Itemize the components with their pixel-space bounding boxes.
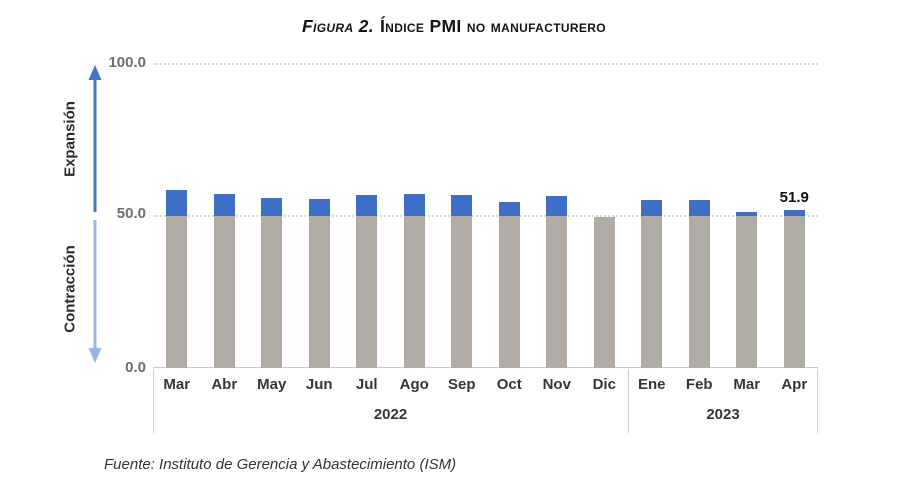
bar — [451, 195, 473, 368]
bar-segment-expansion — [213, 193, 235, 216]
expansion-label: Expansión — [61, 101, 79, 177]
bar — [308, 199, 330, 368]
bar-segment-expansion — [261, 197, 283, 216]
bar-slot-nov-8 — [533, 63, 581, 368]
bar-slot-oct-7 — [486, 63, 534, 368]
bar-segment-base — [546, 215, 568, 368]
bar-segment-base — [593, 216, 615, 368]
bar-segment-base — [166, 215, 188, 368]
x-tick-oct-7: Oct — [496, 376, 522, 393]
gridline-50 — [153, 215, 818, 217]
bar-segment-expansion — [688, 199, 710, 216]
bar — [641, 199, 663, 368]
bar-segment-expansion — [641, 199, 663, 216]
bar-slot-ago-5 — [391, 63, 439, 368]
x-tick-jun-3: Jun — [305, 376, 333, 393]
x-tick-may-2: May — [257, 376, 287, 393]
x-tick-ago-5: Ago — [399, 376, 429, 393]
bar — [261, 197, 283, 368]
plot-area: 51.9 — [153, 63, 818, 368]
bar-segment-base — [736, 215, 758, 368]
chart-title: Figura 2. Índice PMI no manufacturero — [0, 16, 908, 37]
x-tick-jul-4: Jul — [355, 376, 378, 393]
chart-title-prefix: Figura 2. — [302, 16, 374, 36]
gridline-100 — [153, 63, 818, 65]
bar-slot-sep-6 — [438, 63, 486, 368]
last-value-label: 51.9 — [779, 188, 809, 206]
x-axis-separator-right — [817, 369, 818, 433]
y-tick-100: 100.0 — [108, 54, 146, 71]
x-tick-mar-12: Mar — [733, 376, 761, 393]
bar-segment-expansion — [783, 209, 805, 216]
expansion-arrow-icon — [88, 65, 102, 212]
bar-segment-expansion — [166, 190, 188, 216]
y-tick-50: 50.0 — [116, 205, 146, 222]
bar-segment-expansion — [736, 211, 758, 216]
x-tick-mar-0: Mar — [163, 376, 191, 393]
source-note: Fuente: Instituto de Gerencia y Abasteci… — [104, 456, 457, 473]
bar-slot-mar-0 — [153, 63, 201, 368]
x-tick-nov-8: Nov — [542, 376, 571, 393]
bar-slot-jul-4 — [343, 63, 391, 368]
x-tick-dic-9: Dic — [592, 376, 616, 393]
bar-segment-expansion — [356, 195, 378, 216]
expansion-contraction-arrows — [88, 65, 102, 363]
y-tick-0: 0.0 — [125, 359, 146, 376]
bar — [403, 194, 425, 368]
bar-segment-base — [356, 215, 378, 368]
bar-segment-base — [498, 215, 520, 368]
bar-segment-base — [641, 215, 663, 368]
bar — [498, 202, 520, 368]
bar — [546, 195, 568, 368]
bar — [783, 209, 805, 368]
bar — [213, 193, 235, 368]
bar-segment-expansion — [403, 194, 425, 216]
bar-slot-dic-9 — [581, 63, 629, 368]
bar-segment-base — [403, 215, 425, 368]
bar-slot-feb-11 — [676, 63, 724, 368]
x-tick-apr-13: Apr — [781, 376, 808, 393]
x-tick-sep-6: Sep — [447, 376, 476, 393]
bars: 51.9 — [153, 63, 818, 368]
bar-slot-may-2 — [248, 63, 296, 368]
x-axis-years: 2022 2023 — [153, 406, 818, 423]
bar — [166, 190, 188, 368]
bar — [688, 199, 710, 368]
bar-segment-expansion — [546, 195, 568, 216]
bar-slot-abr-1 — [201, 63, 249, 368]
x-tick-feb-11: Feb — [685, 376, 713, 393]
bar — [356, 195, 378, 368]
bar-segment-expansion — [308, 199, 330, 216]
bar-slot-jun-3 — [296, 63, 344, 368]
bar-slot-mar-12 — [723, 63, 771, 368]
bar-segment-expansion — [451, 195, 473, 216]
bar — [593, 216, 615, 368]
bar-segment-base — [261, 215, 283, 368]
contraction-label: Contracción — [61, 245, 79, 333]
chart-title-main: Índice PMI no manufacturero — [379, 16, 606, 36]
bar — [736, 211, 758, 368]
x-tick-ene-10: Ene — [637, 376, 666, 393]
x-axis-months: Mar Abr May Jun Jul Ago Sep Oct Nov Dic Ene Feb Mar A… — [153, 376, 818, 393]
bar-segment-base — [451, 215, 473, 368]
contraction-arrow-icon — [88, 220, 102, 363]
bar-segment-expansion — [498, 202, 520, 216]
x-year-2023: 2023 — [706, 406, 740, 423]
bar-slot-apr-13: 51.9 — [771, 63, 819, 368]
bar-segment-base — [688, 215, 710, 368]
x-axis-separator-left — [153, 369, 154, 433]
x-tick-abr-1: Abr — [211, 376, 238, 393]
bar-segment-base — [783, 215, 805, 368]
x-year-2022: 2022 — [373, 406, 408, 423]
bar-segment-base — [213, 215, 235, 368]
x-axis-baseline — [153, 367, 818, 368]
bar-slot-ene-10 — [628, 63, 676, 368]
x-axis-separator-mid — [628, 369, 629, 433]
bar-segment-base — [308, 215, 330, 368]
